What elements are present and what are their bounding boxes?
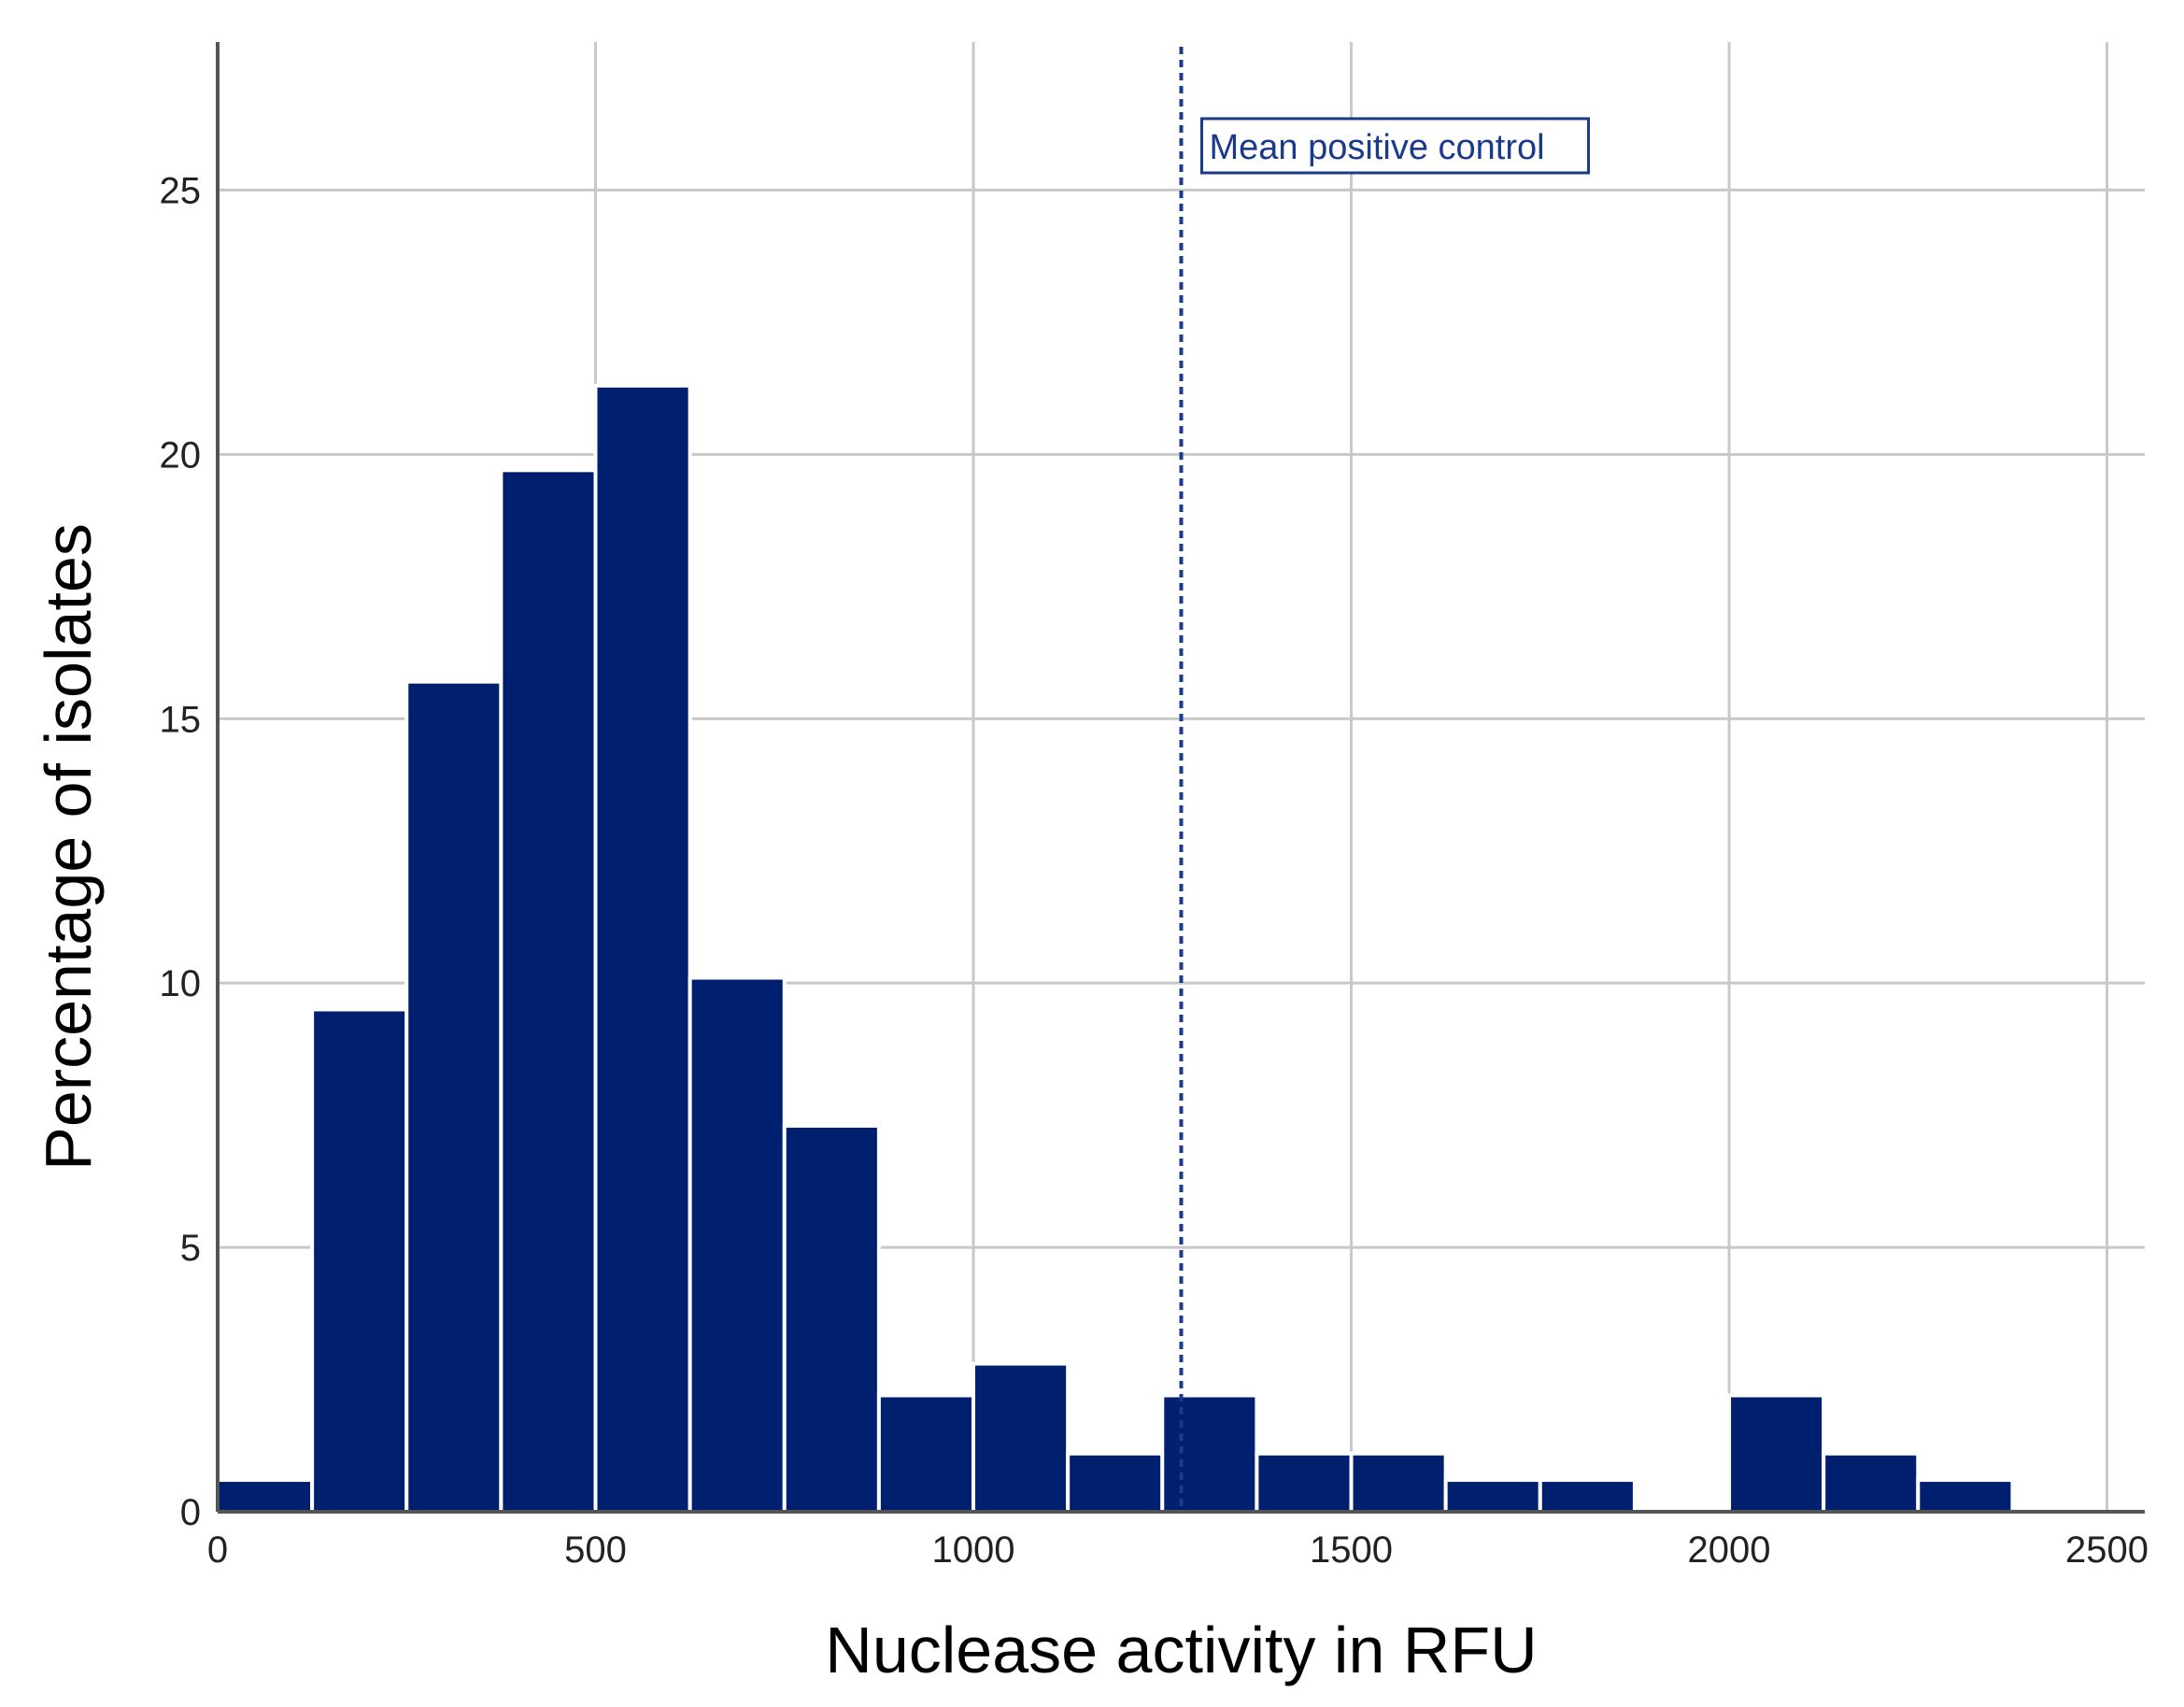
x-tick-label-1500: 1500 (1310, 1529, 1393, 1571)
histogram-bar-1375 (1255, 1451, 1354, 1515)
x-tick-label-2000: 2000 (1688, 1529, 1771, 1571)
y-tick-label-25: 25 (160, 170, 202, 211)
histogram-bar-125 (310, 1007, 409, 1514)
tick-labels: 0 500 1000 1500 2000 2500 0 5 10 15 20 25 (160, 170, 2149, 1571)
histogram-bar-0 (216, 1478, 315, 1515)
histogram-bar-750 (782, 1123, 881, 1514)
x-axis-title: Nuclease activity in RFU (825, 1614, 1537, 1686)
x-tick-label-500: 500 (564, 1529, 627, 1571)
mean-positive-control-label-box (1200, 117, 1590, 175)
x-tick-label-0: 0 (207, 1529, 228, 1571)
y-tick-label-20: 20 (160, 434, 202, 476)
axes (216, 42, 2145, 1514)
y-tick-label-15: 15 (160, 699, 202, 740)
histogram-bar-1250 (1160, 1393, 1259, 1514)
histogram-bar-1625 (1443, 1478, 1542, 1515)
histogram-bar-875 (876, 1393, 976, 1514)
x-tick-label-2500: 2500 (2065, 1529, 2149, 1571)
x-tick-label-1000: 1000 (932, 1529, 1015, 1571)
histogram-bar-2125 (1822, 1451, 1921, 1515)
histogram-bar-1125 (1066, 1451, 1165, 1515)
y-tick-label-5: 5 (180, 1228, 201, 1269)
histogram-bar-1750 (1538, 1478, 1637, 1515)
histogram-bar-625 (688, 975, 787, 1514)
histogram-bar-250 (404, 679, 503, 1514)
mean-positive-control-label: Mean positive control (1210, 128, 1545, 167)
histogram-bar-500 (593, 383, 692, 1515)
histogram-bar-1500 (1349, 1451, 1448, 1515)
histogram-bar-2250 (1916, 1478, 2015, 1515)
histogram-bars (216, 383, 2015, 1515)
reference-line-group: Mean positive control (1179, 47, 1590, 1512)
y-tick-label-0: 0 (180, 1492, 201, 1533)
y-tick-label-10: 10 (160, 963, 202, 1004)
histogram-bar-2000 (1727, 1393, 1826, 1514)
histogram-bar-375 (499, 468, 598, 1514)
histogram-bar-1000 (971, 1361, 1071, 1515)
y-axis-title: Percentage of isolates (32, 523, 105, 1171)
